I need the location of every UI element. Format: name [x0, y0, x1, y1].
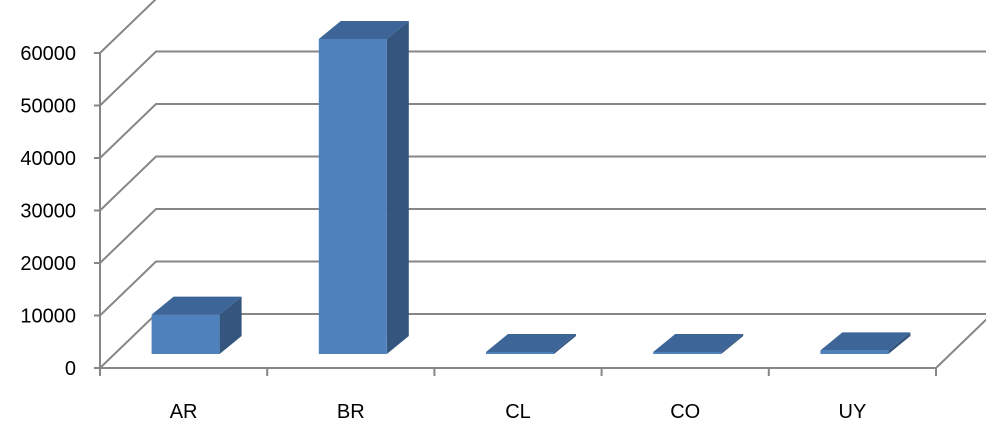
y-tick-label: 50000 — [20, 96, 76, 118]
y-tick-label: 20000 — [20, 253, 76, 275]
x-tick-label-cl: CL — [505, 401, 531, 423]
y-tick-label: 40000 — [20, 148, 76, 170]
bar-side — [888, 332, 911, 354]
gridline — [99, 260, 986, 317]
axes — [94, 52, 986, 376]
x-tick-label-ar: AR — [170, 401, 198, 423]
bar-co — [653, 334, 744, 354]
gridlines — [99, 0, 986, 369]
bar-top — [820, 332, 911, 351]
bar-front — [820, 350, 889, 354]
bar-ar — [151, 296, 242, 354]
bar-cl — [486, 334, 576, 354]
bar-top — [486, 334, 576, 352]
bar-front — [653, 352, 722, 354]
y-tick-labels: 0 10000 20000 30000 40000 50000 60000 — [20, 43, 76, 380]
bar-front — [318, 39, 387, 354]
gridline — [99, 208, 986, 264]
x-tick-label-co: CO — [670, 401, 700, 423]
gridline — [99, 155, 986, 212]
bar-top — [318, 21, 409, 39]
bar-br — [318, 21, 409, 354]
bar-top — [653, 334, 744, 352]
y-tick-label: 30000 — [20, 201, 76, 223]
bar-uy — [820, 332, 911, 354]
x-tick-label-br: BR — [337, 401, 365, 423]
gridline — [99, 103, 986, 159]
y-tick-label: 10000 — [20, 306, 76, 328]
x-tick-label-uy: UY — [839, 401, 867, 423]
bar-top — [151, 296, 242, 315]
y-tick-label: 60000 — [20, 43, 76, 65]
bar-side — [554, 334, 576, 354]
gridline — [99, 50, 986, 107]
floor-right-edge — [935, 318, 986, 369]
bar-side — [721, 334, 744, 354]
gridline — [99, 0, 986, 54]
bar-side — [386, 21, 409, 354]
bars — [151, 21, 911, 354]
bar-front — [151, 314, 220, 354]
bar-side — [219, 296, 242, 354]
y-tick-label: 0 — [65, 358, 76, 380]
bar-front — [486, 352, 554, 354]
x-tick-labels: AR BR CL CO UY — [170, 401, 867, 423]
